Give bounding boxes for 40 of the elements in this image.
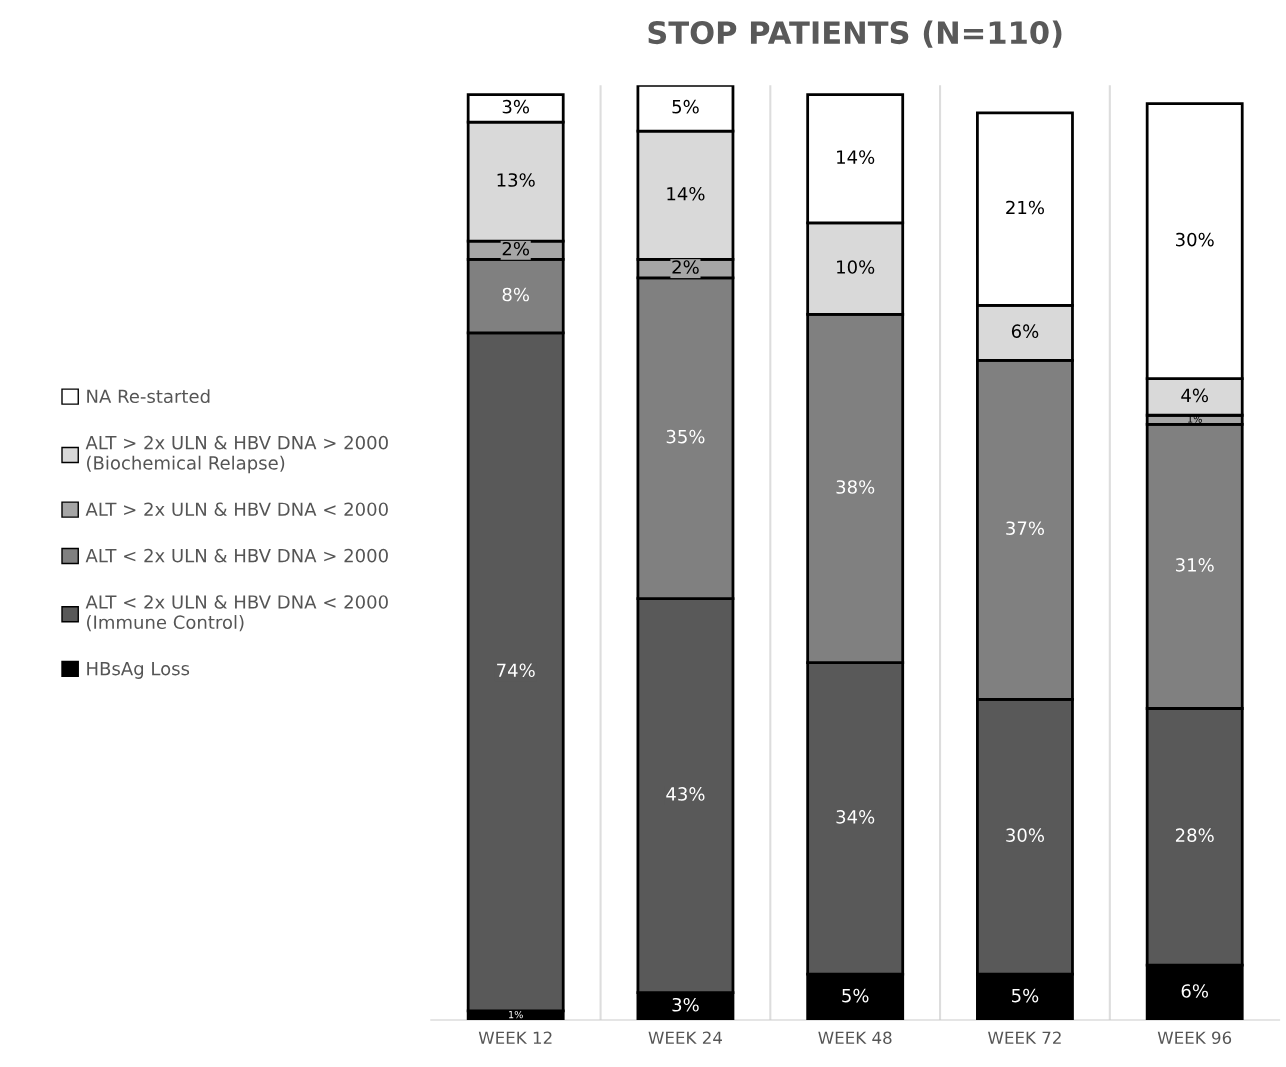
data-label: 3% [672, 997, 699, 1012]
data-label: 14% [837, 150, 875, 164]
data-label: 38% [836, 480, 875, 494]
x-tick-label: WEEK 48 [818, 1031, 892, 1045]
data-label: 1% [509, 1010, 523, 1019]
data-label: 21% [1006, 200, 1045, 215]
x-tick-label: WEEK 24 [648, 1031, 722, 1044]
legend-label: ALT > 2x ULN & HBV DNA > 2000 (Biochemical Relapse) [85, 435, 388, 474]
data-label: 1% [1188, 415, 1202, 423]
data-label: 14% [667, 186, 705, 201]
legend-label: ALT < 2x ULN & HBV DNA > 2000 [85, 548, 388, 563]
x-tick-label: WEEK 96 [1157, 1031, 1232, 1045]
data-label: 2% [502, 241, 530, 256]
data-label: 5% [842, 988, 869, 1003]
data-label: 30% [1176, 232, 1214, 247]
x-tick-label: WEEK 12 [478, 1031, 552, 1044]
data-label: 4% [1181, 388, 1209, 403]
data-label: 28% [1175, 828, 1214, 843]
data-label: 5% [672, 99, 699, 114]
legend-label: NA Re-started [87, 389, 210, 404]
data-label: 13% [497, 173, 535, 187]
legend-label: ALT > 2x ULN & HBV DNA < 2000 [85, 502, 388, 517]
data-label: 31% [1176, 558, 1214, 572]
data-label: 6% [1181, 984, 1209, 998]
data-label: 10% [837, 260, 875, 274]
data-label: 35% [666, 429, 705, 444]
data-label: 43% [666, 787, 705, 801]
data-label: 6% [1011, 324, 1039, 339]
data-label: 37% [1006, 521, 1045, 536]
data-label: 34% [836, 810, 875, 824]
data-label: 5% [1012, 988, 1039, 1003]
legend-label: HBsAg Loss [87, 661, 190, 679]
data-label: 74% [497, 663, 535, 678]
data-label: 30% [1006, 828, 1045, 843]
chart-title: STOP PATIENTS (N=110) [648, 20, 1062, 48]
legend-label: ALT < 2x ULN & HBV DNA < 2000 (Immune Control) [85, 595, 388, 632]
x-tick-label: WEEK 72 [988, 1031, 1061, 1044]
data-label: 8% [502, 287, 530, 302]
data-label: 2% [672, 260, 699, 274]
data-label: 3% [502, 99, 530, 114]
